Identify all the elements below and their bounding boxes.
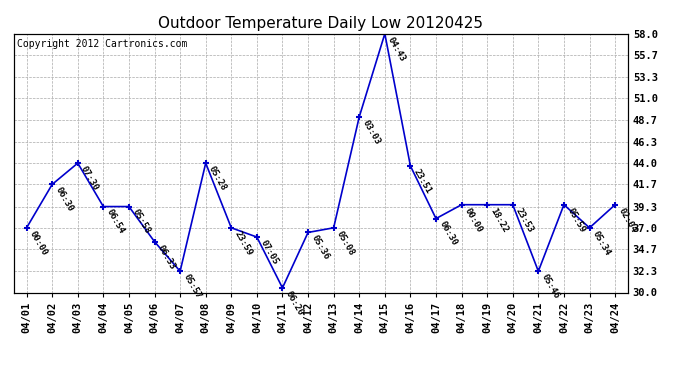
Text: 18:22: 18:22 bbox=[489, 206, 510, 234]
Text: Copyright 2012 Cartronics.com: Copyright 2012 Cartronics.com bbox=[17, 39, 187, 49]
Text: 03:03: 03:03 bbox=[361, 118, 382, 146]
Text: 05:46: 05:46 bbox=[540, 273, 561, 300]
Text: 23:51: 23:51 bbox=[412, 167, 433, 195]
Text: 02:04: 02:04 bbox=[616, 206, 638, 234]
Text: 00:00: 00:00 bbox=[463, 206, 484, 234]
Text: 05:57: 05:57 bbox=[181, 273, 203, 300]
Text: 06:54: 06:54 bbox=[105, 208, 126, 236]
Text: 23:59: 23:59 bbox=[233, 229, 254, 257]
Text: 23:53: 23:53 bbox=[514, 206, 535, 234]
Text: 06:30: 06:30 bbox=[437, 220, 459, 248]
Text: 07:05: 07:05 bbox=[258, 238, 279, 266]
Text: 06:33: 06:33 bbox=[156, 243, 177, 271]
Text: 05:36: 05:36 bbox=[309, 234, 331, 262]
Text: 05:34: 05:34 bbox=[591, 229, 612, 257]
Text: 05:59: 05:59 bbox=[565, 206, 586, 234]
Text: 06:20: 06:20 bbox=[284, 289, 305, 317]
Text: 04:43: 04:43 bbox=[386, 35, 407, 63]
Title: Outdoor Temperature Daily Low 20120425: Outdoor Temperature Daily Low 20120425 bbox=[158, 16, 484, 31]
Text: 05:28: 05:28 bbox=[207, 165, 228, 192]
Text: 07:30: 07:30 bbox=[79, 165, 100, 192]
Text: 05:08: 05:08 bbox=[335, 229, 356, 257]
Text: 00:00: 00:00 bbox=[28, 229, 49, 257]
Text: 05:58: 05:58 bbox=[130, 208, 152, 236]
Text: 06:30: 06:30 bbox=[54, 186, 75, 213]
